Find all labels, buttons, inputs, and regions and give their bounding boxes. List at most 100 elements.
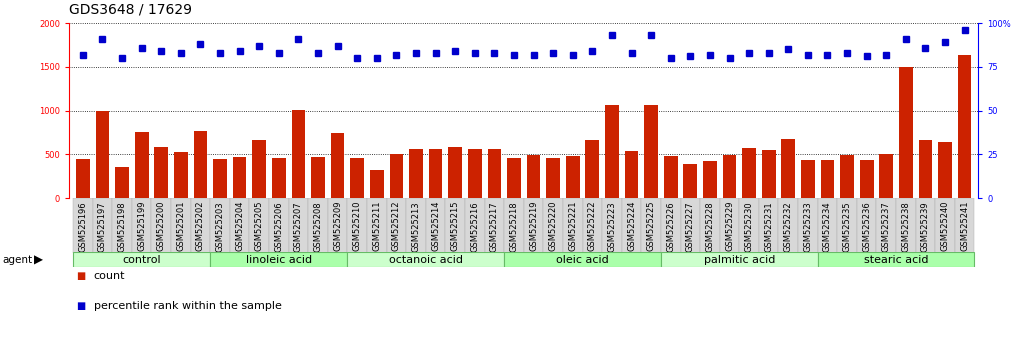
Bar xyxy=(429,149,442,198)
Bar xyxy=(644,105,658,198)
Text: linoleic acid: linoleic acid xyxy=(246,255,312,265)
Bar xyxy=(465,198,484,253)
Text: GSM525208: GSM525208 xyxy=(313,201,322,252)
Bar xyxy=(386,198,406,253)
Bar xyxy=(155,147,168,198)
Text: GSM525205: GSM525205 xyxy=(254,201,263,251)
Text: GSM525234: GSM525234 xyxy=(823,201,832,252)
Bar xyxy=(487,149,501,198)
Text: GSM525212: GSM525212 xyxy=(392,201,401,251)
Text: GSM525196: GSM525196 xyxy=(78,201,87,252)
Bar xyxy=(445,198,465,253)
Text: GSM525216: GSM525216 xyxy=(470,201,479,252)
Text: GSM525211: GSM525211 xyxy=(372,201,381,251)
Text: ■: ■ xyxy=(76,301,85,311)
Bar xyxy=(621,198,642,253)
Bar xyxy=(171,198,190,253)
Text: GSM525217: GSM525217 xyxy=(490,201,499,252)
Bar xyxy=(350,158,364,198)
Bar xyxy=(308,198,327,253)
Bar xyxy=(955,198,974,253)
Bar xyxy=(818,198,837,253)
Bar xyxy=(115,167,129,198)
Bar xyxy=(426,198,445,253)
Bar xyxy=(798,198,818,253)
Bar xyxy=(289,198,308,253)
Bar xyxy=(190,198,211,253)
Text: GSM525210: GSM525210 xyxy=(353,201,362,251)
Bar xyxy=(680,198,700,253)
Text: GSM525201: GSM525201 xyxy=(176,201,185,251)
Text: control: control xyxy=(122,255,161,265)
Text: GSM525228: GSM525228 xyxy=(706,201,714,252)
Bar xyxy=(390,154,404,198)
Bar xyxy=(586,139,599,198)
Text: GSM525200: GSM525200 xyxy=(157,201,166,251)
Text: GSM525221: GSM525221 xyxy=(569,201,578,251)
Bar xyxy=(527,155,540,198)
Text: GSM525237: GSM525237 xyxy=(882,201,891,252)
Bar xyxy=(93,198,112,253)
Text: GSM525203: GSM525203 xyxy=(216,201,225,252)
Text: GSM525220: GSM525220 xyxy=(548,201,557,251)
Bar xyxy=(230,198,249,253)
Bar xyxy=(664,156,677,198)
Bar xyxy=(348,252,504,267)
Text: GSM525241: GSM525241 xyxy=(960,201,969,251)
Text: GSM525232: GSM525232 xyxy=(784,201,793,252)
Bar xyxy=(877,198,896,253)
Bar xyxy=(563,198,583,253)
Bar xyxy=(896,198,915,253)
Bar xyxy=(899,67,912,198)
Text: GSM525215: GSM525215 xyxy=(451,201,460,251)
Bar xyxy=(759,198,778,253)
Bar xyxy=(76,159,89,198)
Text: GSM525239: GSM525239 xyxy=(921,201,930,252)
Bar xyxy=(939,142,952,198)
Text: stearic acid: stearic acid xyxy=(863,255,929,265)
Bar xyxy=(801,160,815,198)
Bar xyxy=(174,152,188,198)
Bar xyxy=(348,198,367,253)
Text: GSM525218: GSM525218 xyxy=(510,201,519,252)
Bar xyxy=(700,198,720,253)
Bar xyxy=(720,198,739,253)
Bar xyxy=(583,198,602,253)
Bar xyxy=(742,148,756,198)
Text: agent: agent xyxy=(2,255,33,265)
Text: GSM525236: GSM525236 xyxy=(862,201,872,252)
Text: GSM525238: GSM525238 xyxy=(901,201,910,252)
Bar xyxy=(821,160,834,198)
Bar xyxy=(840,155,854,198)
Text: GSM525227: GSM525227 xyxy=(685,201,695,252)
Bar xyxy=(859,160,874,198)
Bar xyxy=(311,157,324,198)
Bar xyxy=(214,159,227,198)
Bar xyxy=(249,198,270,253)
Bar xyxy=(468,149,482,198)
Text: GSM525213: GSM525213 xyxy=(412,201,420,252)
Bar xyxy=(370,170,383,198)
Text: oleic acid: oleic acid xyxy=(556,255,609,265)
Text: GSM525202: GSM525202 xyxy=(196,201,205,251)
Bar xyxy=(703,161,717,198)
Bar xyxy=(152,198,171,253)
Bar xyxy=(292,110,305,198)
Text: GSM525204: GSM525204 xyxy=(235,201,244,251)
Bar xyxy=(857,198,877,253)
Bar xyxy=(565,156,580,198)
Bar xyxy=(624,151,639,198)
Bar xyxy=(605,105,618,198)
Text: GSM525223: GSM525223 xyxy=(607,201,616,252)
Text: octanoic acid: octanoic acid xyxy=(388,255,463,265)
Bar xyxy=(409,149,423,198)
Bar xyxy=(602,198,621,253)
Bar xyxy=(918,141,933,198)
Bar xyxy=(233,157,246,198)
Bar xyxy=(661,252,818,267)
Bar xyxy=(546,158,560,198)
Bar xyxy=(132,198,152,253)
Bar xyxy=(739,198,759,253)
Text: GSM525233: GSM525233 xyxy=(803,201,813,252)
Bar xyxy=(211,198,230,253)
